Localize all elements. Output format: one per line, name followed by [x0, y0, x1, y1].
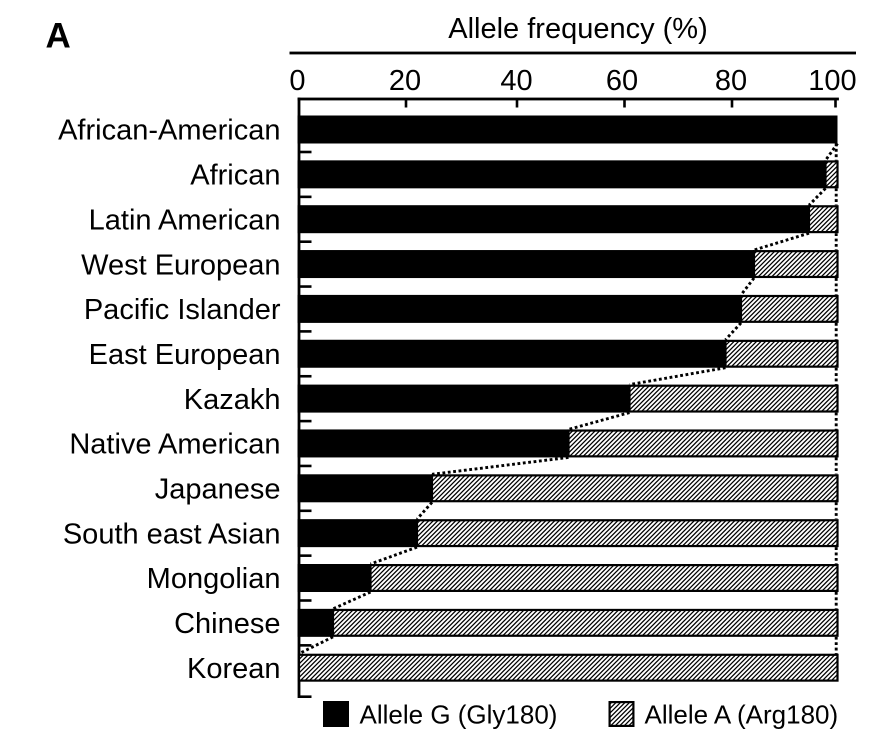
svg-text:80: 80 — [715, 65, 747, 97]
svg-text:Native American: Native American — [69, 429, 280, 461]
svg-text:East European: East European — [89, 339, 281, 371]
svg-text:100: 100 — [808, 65, 856, 97]
svg-text:Allele G (Gly180): Allele G (Gly180) — [360, 700, 558, 730]
svg-text:Chinese: Chinese — [174, 608, 280, 640]
svg-text:Japanese: Japanese — [155, 474, 281, 506]
svg-text:Pacific Islander: Pacific Islander — [84, 294, 281, 326]
svg-text:South east Asian: South east Asian — [63, 518, 281, 550]
svg-text:A: A — [46, 17, 71, 56]
svg-text:40: 40 — [500, 65, 532, 97]
svg-text:West European: West European — [81, 249, 280, 281]
svg-text:Kazakh: Kazakh — [184, 384, 281, 416]
svg-text:Allele A (Arg180): Allele A (Arg180) — [645, 700, 839, 730]
svg-text:Latin American: Latin American — [89, 204, 281, 236]
svg-text:African: African — [190, 160, 280, 192]
svg-text:0: 0 — [289, 65, 305, 97]
svg-text:Korean: Korean — [187, 653, 281, 685]
svg-text:Mongolian: Mongolian — [147, 563, 281, 595]
svg-text:Allele frequency (%): Allele frequency (%) — [448, 13, 708, 45]
svg-text:20: 20 — [389, 65, 421, 97]
svg-text:African-American: African-American — [58, 115, 280, 147]
svg-text:60: 60 — [606, 65, 638, 97]
